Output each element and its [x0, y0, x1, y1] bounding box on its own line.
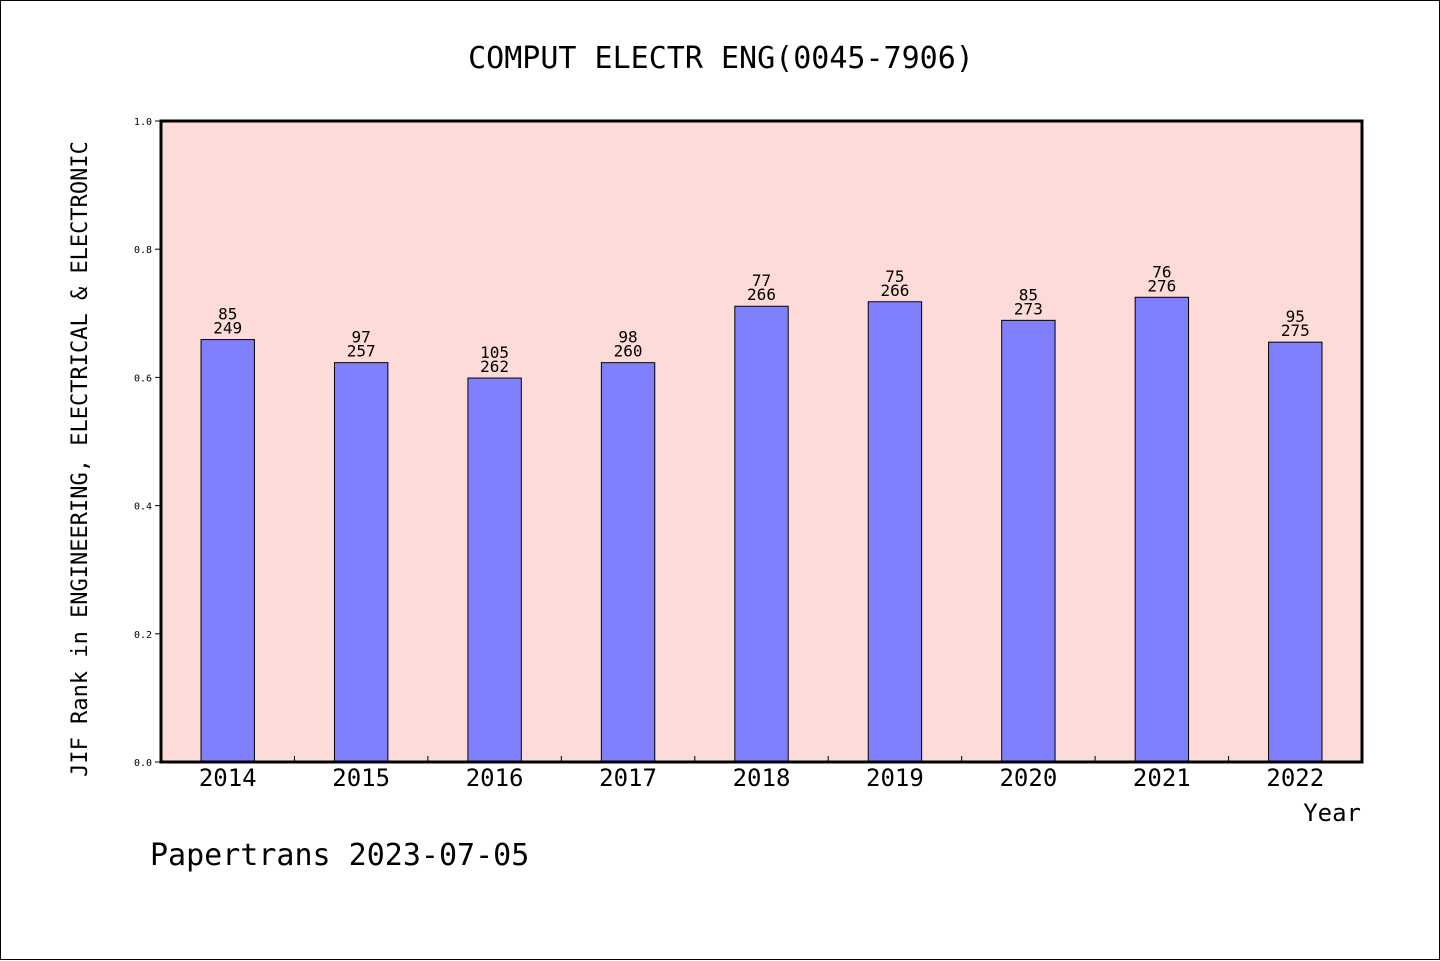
bar — [467, 377, 522, 763]
footer-credit: Papertrans 2023-07-05 — [150, 838, 529, 873]
x-axis-label: Year — [1303, 799, 1361, 827]
bar-label-bottom: 266 — [880, 281, 909, 300]
bar — [867, 301, 923, 763]
x-tick-label: 2014 — [199, 764, 257, 792]
chart-title: COMPUT ELECTR ENG(0045-7906) — [468, 41, 974, 76]
x-tick-label: 2021 — [1133, 764, 1191, 792]
plot-border — [159, 119, 1364, 764]
x-axis: 2014 2015 2016 2017 2018 2019 2020 2021 2022 — [199, 756, 1324, 792]
y-tick-label: 0.8 — [134, 245, 152, 256]
x-tick-label: 2016 — [466, 764, 524, 792]
bar — [333, 362, 389, 763]
x-tick-label: 2017 — [599, 764, 657, 792]
bar — [1001, 319, 1056, 763]
bar — [1134, 296, 1190, 763]
bar-label-top: 98 — [618, 328, 637, 347]
bar-label-top: 95 — [1286, 307, 1305, 326]
y-tick-label: 1.0 — [134, 117, 152, 128]
bar-label-top: 105 — [480, 343, 509, 362]
x-tick-label: 2018 — [733, 764, 791, 792]
bar-label-bottom: 276 — [1147, 276, 1176, 295]
y-axis: 0.0 0.2 0.4 0.6 0.8 1.0 — [134, 117, 161, 769]
x-tick-label: 2015 — [332, 764, 390, 792]
y-tick-label: 0.0 — [134, 758, 152, 769]
bar-label-bottom: 275 — [1281, 321, 1310, 340]
bar-label-top: 77 — [752, 271, 771, 290]
y-tick-label: 0.4 — [134, 502, 152, 513]
bar — [1268, 341, 1323, 763]
bar-label-top: 75 — [885, 267, 904, 286]
bar-label-bottom: 260 — [614, 342, 643, 361]
bar-label-top: 85 — [218, 305, 237, 324]
bar-label-top: 76 — [1152, 262, 1171, 281]
bar — [600, 362, 656, 763]
y-axis-label: JIF Rank in ENGINEERING, ELECTRICAL & EL… — [68, 141, 93, 777]
bar-label-bottom: 266 — [747, 285, 776, 304]
bars — [200, 296, 1323, 763]
bar — [734, 305, 789, 763]
bar — [200, 339, 255, 763]
bar-label-bottom: 257 — [347, 342, 376, 361]
bar-label-bottom: 273 — [1014, 299, 1043, 318]
x-tick-label: 2022 — [1266, 764, 1324, 792]
bar-label-bottom: 249 — [213, 319, 242, 338]
y-tick-label: 0.6 — [134, 373, 152, 384]
bar-label-bottom: 262 — [480, 357, 509, 376]
x-tick-label: 2019 — [866, 764, 924, 792]
x-tick-label: 2020 — [999, 764, 1057, 792]
y-tick-label: 0.2 — [134, 630, 152, 641]
bar-label-top: 85 — [1019, 285, 1038, 304]
bar-label-top: 97 — [352, 328, 371, 347]
